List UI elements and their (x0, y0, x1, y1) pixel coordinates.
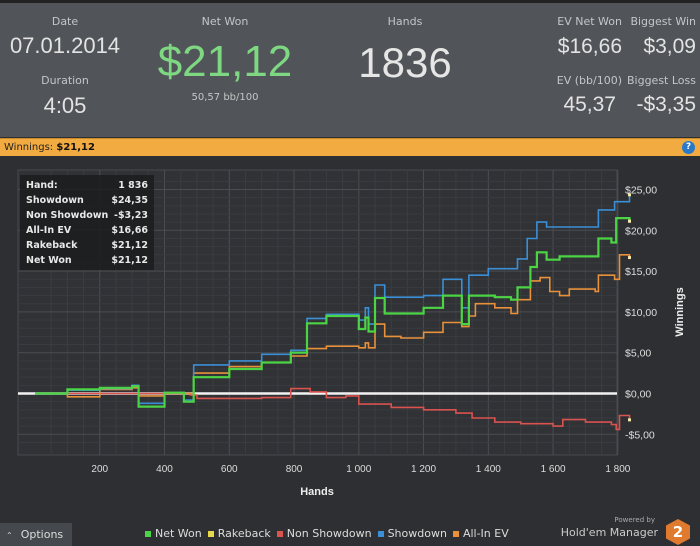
ev-bb100-label: EV (bb/100) (556, 74, 622, 87)
x-tick-label: 1 400 (476, 464, 501, 475)
options-button[interactable]: ⌃ Options (0, 523, 72, 546)
tooltip-value: $21,12 (111, 255, 148, 266)
tooltip-key: Showdown (26, 195, 84, 206)
legend-swatch (145, 531, 151, 537)
tooltip-row: Showdown $24,35 (26, 193, 148, 208)
tooltip-row: Rakeback $21,12 (26, 238, 148, 253)
tooltip-key: Non Showdown (26, 210, 109, 221)
hands-value: 1836 (358, 39, 452, 86)
tooltip-key: Net Won (26, 255, 72, 266)
powered-by: Powered by (614, 516, 655, 524)
x-tick-label: 1 000 (346, 464, 371, 475)
brand-name: Hold'em Manager (560, 526, 658, 539)
biggest-win-label: Biggest Win (630, 15, 696, 28)
series-end-marker (627, 256, 631, 260)
top-strip (0, 0, 700, 3)
date-value: 07.01.2014 (9, 33, 121, 58)
y-tick-label: $10,00 (625, 307, 657, 319)
x-axis-label: Hands (300, 486, 334, 498)
tooltip-row: Hand: 1 836 (26, 178, 148, 193)
y-tick-label: $25,00 (625, 185, 657, 197)
duration-label: Duration (41, 74, 89, 87)
x-tick-label: 400 (156, 464, 173, 475)
biggest-win-value: $3,09 (643, 35, 696, 58)
y-axis-label: Winnings (674, 287, 686, 336)
biggest-loss-value: -$3,35 (636, 93, 696, 116)
legend-label: Net Won (155, 527, 202, 540)
y-tick-label: $0,00 (625, 389, 651, 401)
tooltip-value: $21,12 (111, 240, 148, 251)
x-tick-label: 600 (221, 464, 238, 475)
winnings-value: $21,12 (56, 142, 95, 153)
legend-item-net-won[interactable]: Net Won (145, 527, 202, 540)
bb100-value: 50,57 bb/100 (191, 92, 259, 103)
series-line-non-showdown (35, 387, 631, 431)
legend-item-showdown[interactable]: Showdown (377, 527, 447, 540)
legend-label: Rakeback (217, 527, 271, 540)
summary-panel: Date 07.01.2014 Duration 4:05 Net Won $2… (0, 3, 700, 137)
legend-label: Showdown (387, 527, 447, 540)
y-tick-label: $15,00 (625, 266, 657, 278)
legend-swatch (452, 531, 459, 537)
y-tick-label: $20,00 (625, 225, 657, 237)
ev-net-won-value: $16,66 (557, 35, 622, 58)
net-won-label: Net Won (201, 15, 249, 28)
winnings-label: Winnings: (4, 142, 54, 153)
series-line-net-won (35, 217, 631, 408)
x-tick-label: 200 (91, 464, 108, 475)
options-label: Options (20, 528, 64, 541)
x-tick-label: 1 800 (605, 464, 630, 475)
ev-bb100-value: 45,37 (563, 93, 616, 116)
legend-item-rakeback[interactable]: Rakeback (207, 527, 271, 540)
legend-swatch (276, 531, 283, 537)
ev-net-won-label: EV Net Won (557, 15, 622, 28)
tooltip-key: Hand: (26, 180, 58, 191)
chart-legend: Net Won Rakeback Non Showdown Showdown All-I… (145, 527, 509, 540)
tooltip-value: $24,35 (111, 195, 148, 206)
hands-label: Hands (387, 15, 423, 28)
tooltip-value: $16,66 (111, 225, 148, 236)
y-tick-label: $5,00 (625, 348, 651, 360)
legend-label: Non Showdown (286, 527, 372, 540)
tooltip-value: -$3,23 (114, 210, 148, 221)
hover-tooltip: Hand: 1 836 Showdown $24,35 Non Showdown -$3,… (20, 175, 154, 270)
legend-swatch (377, 531, 384, 537)
y-tick-label: -$5,00 (625, 429, 655, 441)
series-end-marker (627, 193, 631, 197)
duration-value: 4:05 (43, 93, 87, 118)
tooltip-value: 1 836 (118, 180, 148, 191)
x-tick-label: 1 200 (411, 464, 436, 475)
series-end-marker (627, 219, 631, 223)
series-end-marker (627, 418, 631, 422)
biggest-loss-label: Biggest Loss (626, 74, 696, 87)
legend-swatch (207, 531, 214, 537)
tooltip-key: All-In EV (26, 225, 72, 236)
x-tick-label: 1 600 (541, 464, 566, 475)
legend-item-non-showdown[interactable]: Non Showdown (276, 527, 372, 540)
chevron-up-icon: ⌃ (6, 531, 13, 540)
winnings-banner: Winnings: $21,12 ? (0, 138, 700, 156)
x-tick-label: 800 (286, 464, 303, 475)
tooltip-row: Non Showdown -$3,23 (26, 208, 148, 223)
legend-label: All-In EV (462, 527, 509, 540)
tooltip-row: All-In EV $16,66 (26, 223, 148, 238)
legend-item-all-in-ev[interactable]: All-In EV (452, 527, 509, 540)
tooltip-key: Rakeback (26, 240, 78, 251)
tooltip-row: Net Won $21,12 (26, 253, 148, 268)
help-icon[interactable]: ? (682, 141, 695, 154)
date-label: Date (51, 15, 79, 28)
net-won-value: $21,12 (157, 37, 293, 86)
